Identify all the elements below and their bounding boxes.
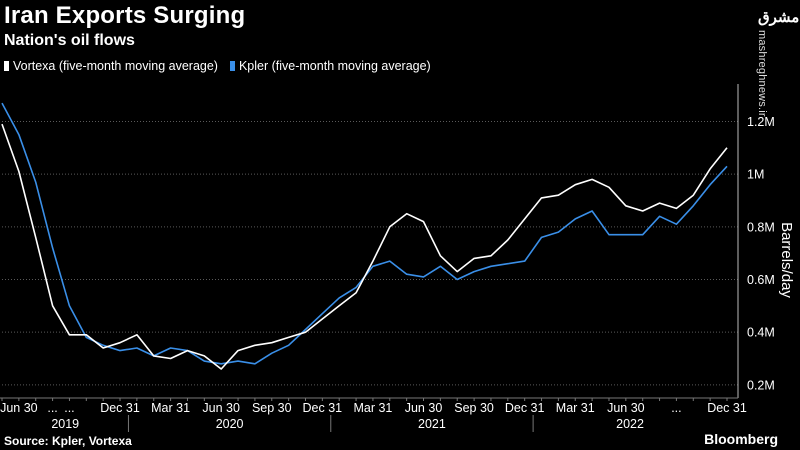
- x-tick-label: Jun 30: [405, 401, 443, 415]
- x-tick-label: Mar 31: [353, 401, 392, 415]
- chart-subtitle: Nation's oil flows: [4, 32, 135, 49]
- x-tick-label: ...: [47, 401, 57, 415]
- x-tick-label: Dec 31: [303, 401, 343, 415]
- x-tick-label: ...: [64, 401, 74, 415]
- x-tick-label: Mar 31: [151, 401, 190, 415]
- legend-swatch-vortexa: [4, 61, 9, 71]
- y-tick-label: 0.8M: [747, 220, 775, 234]
- x-tick-label: Sep 30: [454, 401, 494, 415]
- x-tick-label: Mar 31: [556, 401, 595, 415]
- year-label: 2019: [51, 417, 79, 431]
- legend-item-vortexa: Vortexa (five-month moving average): [4, 59, 218, 73]
- year-label: 2021: [418, 417, 446, 431]
- x-tick-label: Dec 31: [505, 401, 545, 415]
- legend: Vortexa (five-month moving average) Kple…: [4, 59, 443, 73]
- legend-item-kpler: Kpler (five-month moving average): [229, 59, 431, 73]
- y-tick-label: 0.4M: [747, 326, 775, 340]
- x-tick-label: Dec 31: [100, 401, 140, 415]
- x-tick-label: Jun 30: [607, 401, 645, 415]
- x-tick-label: Dec 31: [707, 401, 747, 415]
- y-axis-title: Barrels/day: [778, 222, 795, 298]
- series-line-kpler: [1, 102, 728, 365]
- x-tick-label: Jun 30: [202, 401, 240, 415]
- x-axis: Jun 30...... Dec 31 Mar 31 Jun 30 Sep 30 Dec …: [0, 397, 747, 432]
- brand-logo: Bloomberg: [704, 431, 778, 447]
- y-tick-label: 0.6M: [747, 273, 775, 287]
- y-tick-label: 1M: [747, 168, 764, 182]
- y-tick-label: 0.2M: [747, 378, 775, 392]
- watermark-site: mashreghnews.ir: [756, 30, 768, 117]
- x-tick-label: Sep 30: [252, 401, 292, 415]
- legend-label-vortexa: Vortexa (five-month moving average): [13, 59, 218, 73]
- legend-swatch-kpler: [229, 61, 235, 71]
- series-lines: [1, 102, 728, 370]
- chart-title: Iran Exports Surging: [4, 2, 246, 29]
- series-line-vortexa: [1, 123, 728, 370]
- watermark: مشرق mashreghnews.ir: [756, 8, 799, 128]
- source-note: Source: Kpler, Vortexa: [4, 434, 132, 448]
- x-tick-label: Jun 30: [0, 401, 38, 415]
- y-tick-label: 1.2M: [747, 115, 775, 129]
- year-label: 2022: [616, 417, 644, 431]
- year-label: 2020: [216, 417, 244, 431]
- legend-label-kpler: Kpler (five-month moving average): [238, 59, 431, 73]
- watermark-logo: مشرق: [758, 8, 800, 26]
- y-axis: 0.2M 0.4M 0.6M 0.8M 1M 1.2M: [737, 84, 775, 398]
- x-tick-label: ...: [671, 401, 681, 415]
